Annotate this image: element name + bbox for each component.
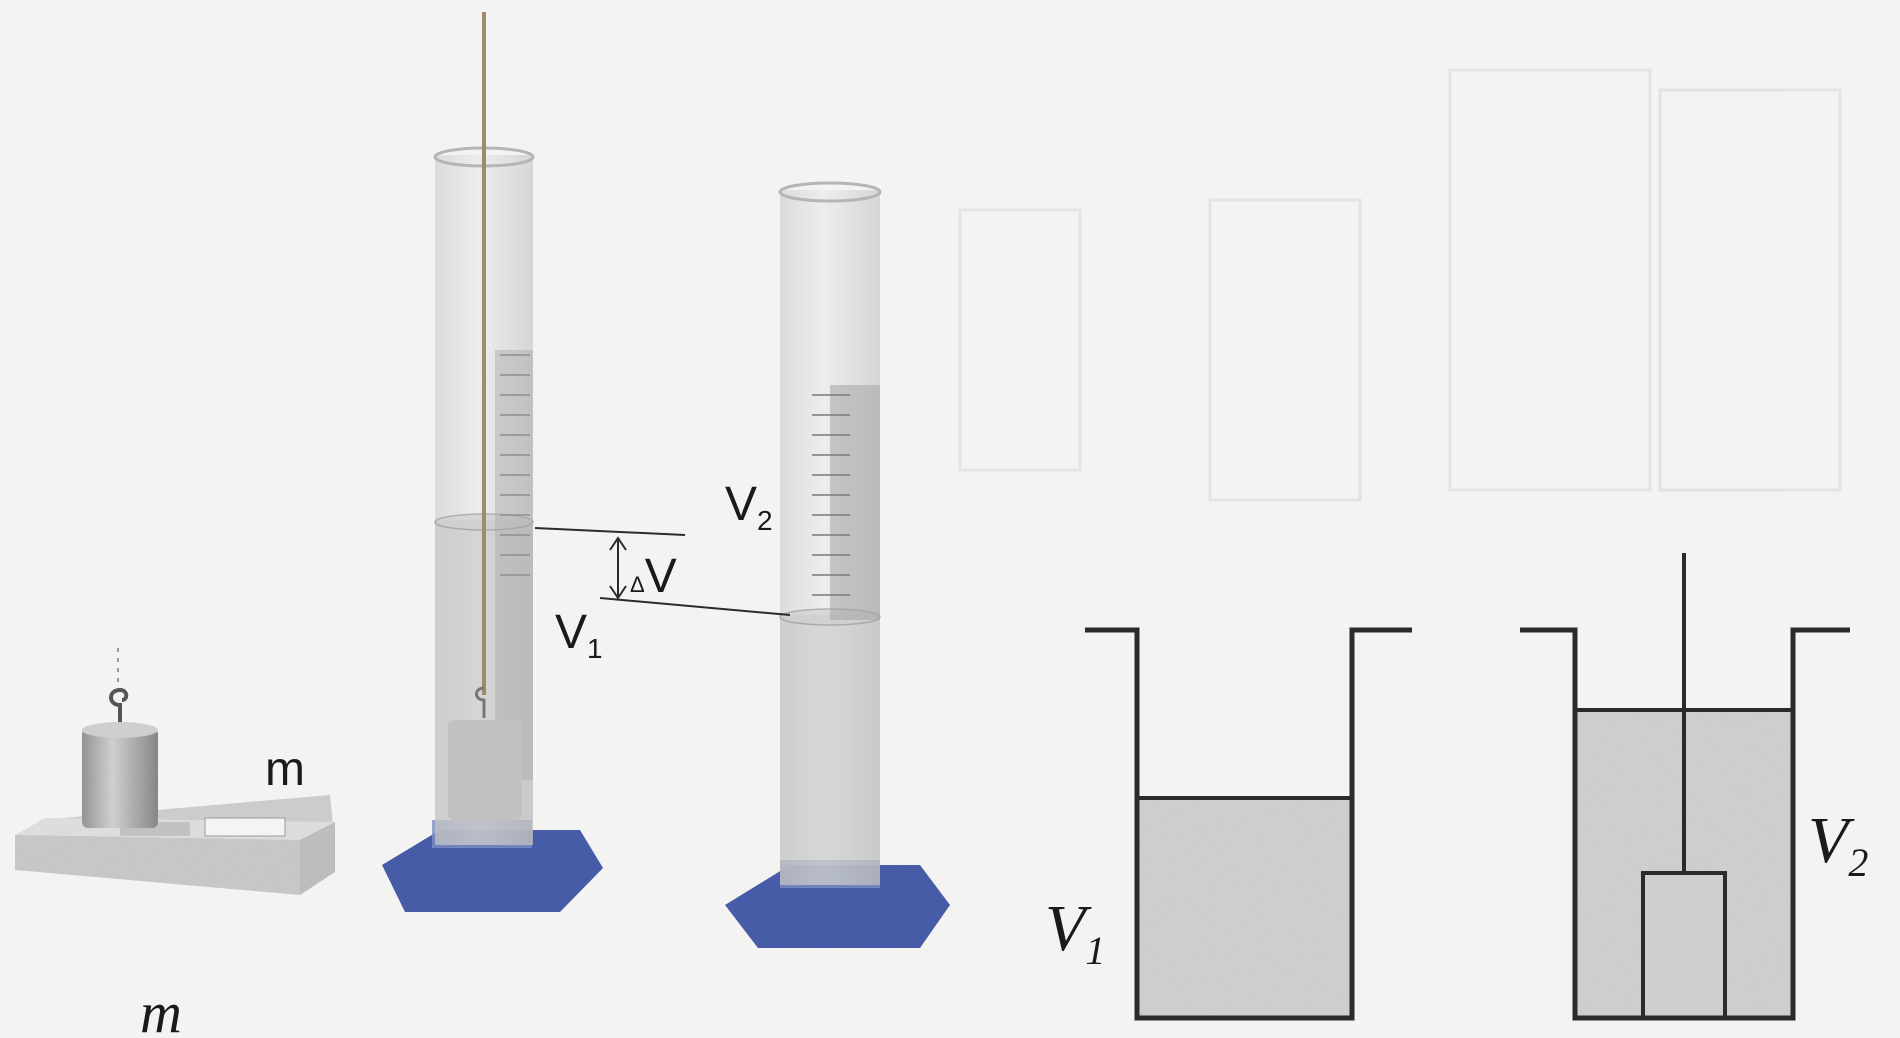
cylinder-right-graduations xyxy=(812,394,850,596)
caption-mass-label: m xyxy=(140,980,182,1038)
submerged-weight xyxy=(448,720,522,820)
graduated-cylinder-left xyxy=(382,12,603,912)
graduated-cylinder-right xyxy=(725,181,950,948)
cylinder-left-graduations xyxy=(500,354,530,576)
schematic-v1-label: V1 xyxy=(1045,892,1105,973)
v2-level-line xyxy=(534,527,686,536)
v1-level-line xyxy=(599,597,791,616)
beaker-v2-outline xyxy=(1520,627,1850,1021)
photo-v2-label: V2 xyxy=(725,478,773,536)
beaker-v1 xyxy=(1085,627,1412,1021)
photo-v1-label: V1 xyxy=(555,606,603,664)
cylinder-left-base xyxy=(382,830,603,912)
scale-mass-label: m xyxy=(265,743,305,796)
mass-weight xyxy=(82,648,158,828)
beaker-v2 xyxy=(1520,553,1850,1021)
background-ghost xyxy=(958,68,1842,502)
photo-delta-v-label: ΔV xyxy=(630,550,677,603)
beaker-v1-liquid xyxy=(1137,798,1352,1018)
beaker-v1-outline xyxy=(1085,627,1412,1021)
beaker-v2-object xyxy=(1641,871,1727,1020)
level-markers xyxy=(534,527,791,616)
electronic-scale xyxy=(15,795,335,895)
schematic-v2-label: V2 xyxy=(1808,804,1868,885)
